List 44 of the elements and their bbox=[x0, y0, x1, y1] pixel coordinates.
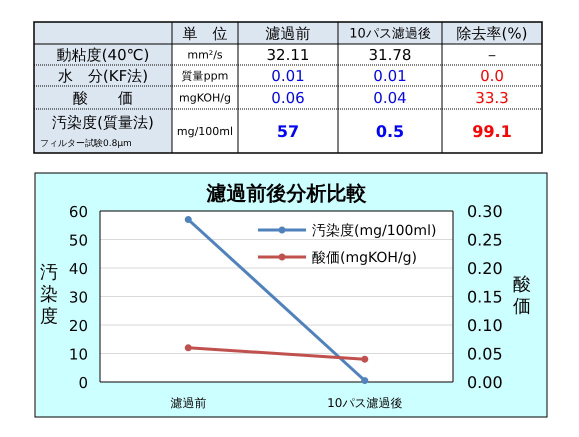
text: 0.5 bbox=[376, 122, 404, 141]
text: 0.0 bbox=[480, 66, 504, 85]
y2-tick-label: 0.10 bbox=[467, 316, 503, 335]
text: 酸 価 bbox=[73, 88, 133, 107]
y-tick-label: 20 bbox=[68, 317, 88, 335]
y-axis-title: 汚染度 bbox=[40, 262, 58, 327]
y2-tick-label: 0.00 bbox=[467, 373, 503, 392]
text: 0.06 bbox=[271, 88, 305, 107]
text: 33.3 bbox=[475, 88, 509, 107]
y-tick-label: 50 bbox=[68, 232, 88, 250]
y-tick-label: 10 bbox=[68, 346, 88, 364]
text: 質量ppm bbox=[182, 69, 228, 82]
y2-tick-label: 0.15 bbox=[467, 288, 503, 306]
text: 汚染度(質量法) bbox=[52, 113, 154, 132]
text: 32.11 bbox=[266, 46, 310, 64]
text: mgKOH/g bbox=[179, 91, 231, 104]
text: 10パス濾過後 bbox=[349, 26, 431, 42]
y2-tick-label: 0.30 bbox=[467, 202, 503, 221]
text: 動粘度(40℃) bbox=[56, 46, 150, 64]
y2-tick-label: 0.25 bbox=[467, 230, 503, 250]
y2-tick-label: 0.05 bbox=[467, 344, 503, 364]
text: 水 分(KF法) bbox=[58, 66, 148, 85]
text: フィルター試験0.8μm bbox=[40, 138, 132, 149]
text: 31.78 bbox=[368, 46, 412, 64]
y2-axis-title: 酸価 bbox=[513, 274, 531, 317]
y-tick-label: 30 bbox=[68, 288, 88, 306]
text: 0.01 bbox=[271, 66, 305, 85]
text: 99.1 bbox=[472, 122, 512, 141]
y-tick-label: 60 bbox=[68, 203, 88, 221]
y-tick-label: 0 bbox=[78, 374, 88, 392]
text: 濾過前 bbox=[266, 24, 310, 42]
text: 0.04 bbox=[373, 88, 407, 107]
text: 57 bbox=[276, 122, 300, 141]
y2-tick-label: 0.20 bbox=[467, 259, 503, 278]
text: 単 位 bbox=[182, 24, 228, 42]
text: mm²/s bbox=[187, 48, 223, 62]
legend-label: 酸価(mgKOH/g) bbox=[312, 250, 418, 266]
text: － bbox=[484, 46, 500, 64]
text: 0.01 bbox=[373, 66, 407, 85]
y-tick-label: 40 bbox=[68, 260, 88, 278]
text: 除去率(%) bbox=[456, 24, 528, 42]
legend-label: 汚染度(mg/100ml) bbox=[312, 223, 436, 239]
text: mg/100ml bbox=[176, 124, 234, 138]
chart-title: 濾過前後分析比較 bbox=[206, 181, 368, 205]
